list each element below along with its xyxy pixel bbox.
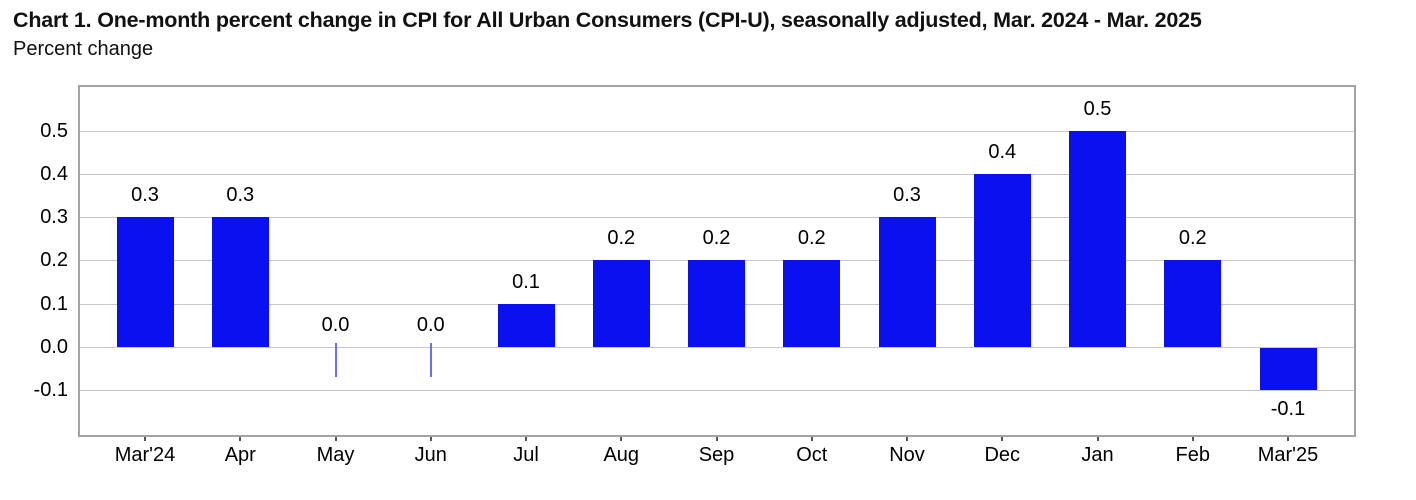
- x-axis-tick: [429, 437, 432, 441]
- x-axis-label: Feb: [1175, 444, 1210, 466]
- bar-value-label: 0.3: [226, 184, 255, 207]
- x-axis-label: Dec: [984, 444, 1021, 466]
- x-axis-tick: [239, 437, 242, 441]
- x-axis-label: Mar'25: [1257, 444, 1319, 466]
- bar: [211, 217, 269, 347]
- x-axis-label: Nov: [889, 444, 925, 466]
- bar-value-label: 0.2: [1178, 227, 1207, 250]
- x-axis-label: Oct: [796, 444, 828, 466]
- y-axis-label: 0.5: [40, 119, 68, 142]
- gridline: [80, 173, 1354, 175]
- x-axis-tick: [620, 437, 623, 441]
- bar-value-label: 0.5: [1083, 97, 1112, 120]
- x-axis-tick: [1191, 437, 1194, 441]
- x-axis-label: Mar'24: [114, 444, 176, 466]
- x-axis-tick: [1096, 437, 1099, 441]
- y-axis-label: -0.1: [33, 379, 68, 402]
- bar-value-label: 0.2: [797, 227, 826, 250]
- bar: [973, 173, 1031, 347]
- x-axis-label: May: [316, 444, 355, 466]
- gridline: [80, 217, 1354, 219]
- x-axis-tick: [1001, 437, 1004, 441]
- chart-title: Chart 1. One-month percent change in CPI…: [13, 8, 1202, 32]
- bar-value-label: 0.2: [607, 227, 636, 250]
- bar-value-label: -0.1: [1270, 398, 1306, 421]
- bar: [1069, 130, 1126, 347]
- x-axis-tick: [334, 437, 337, 441]
- bar: [783, 260, 841, 347]
- bar-value-label: 0.0: [416, 314, 445, 336]
- y-axis-label: 0.2: [40, 249, 68, 272]
- gridline: [80, 347, 1354, 348]
- y-axis-label: 0.3: [40, 206, 68, 229]
- x-axis-tick: [810, 437, 813, 441]
- x-axis-tick: [715, 437, 718, 441]
- x-axis-label: Aug: [603, 444, 640, 466]
- x-axis-label: Sep: [698, 444, 735, 466]
- bar-value-label: 0.3: [893, 184, 921, 207]
- bar: [688, 260, 745, 347]
- bar-value-label: 0.0: [321, 314, 350, 336]
- y-axis-label: 0.4: [40, 162, 68, 185]
- bar: [1164, 260, 1222, 347]
- bar-value-label: 0.1: [512, 270, 540, 293]
- bar: [116, 217, 174, 347]
- bar-value-label: 0.2: [702, 227, 731, 250]
- x-axis-tick: [525, 437, 527, 441]
- bar: [878, 217, 936, 347]
- bar-value-label: 0.4: [988, 140, 1017, 163]
- chart-y-axis-caption: Percent change: [13, 38, 154, 60]
- bar: [497, 303, 555, 347]
- x-axis-tick: [906, 437, 908, 441]
- y-axis-label: 0.0: [40, 336, 68, 358]
- bar-value-label: 0.3: [131, 184, 159, 207]
- x-axis-label: Jan: [1081, 444, 1114, 466]
- bar: [1259, 348, 1317, 391]
- zero-value-marker: [334, 343, 337, 377]
- x-axis-tick: [1287, 437, 1289, 441]
- gridline: [80, 390, 1354, 392]
- bar: [592, 260, 650, 347]
- zero-value-marker: [429, 343, 432, 377]
- gridline: [80, 130, 1354, 132]
- x-axis-label: Jul: [513, 444, 539, 466]
- x-axis-label: Apr: [224, 444, 256, 466]
- x-axis-tick: [144, 437, 146, 441]
- x-axis-label: Jun: [414, 444, 447, 466]
- y-axis-label: 0.1: [40, 292, 68, 315]
